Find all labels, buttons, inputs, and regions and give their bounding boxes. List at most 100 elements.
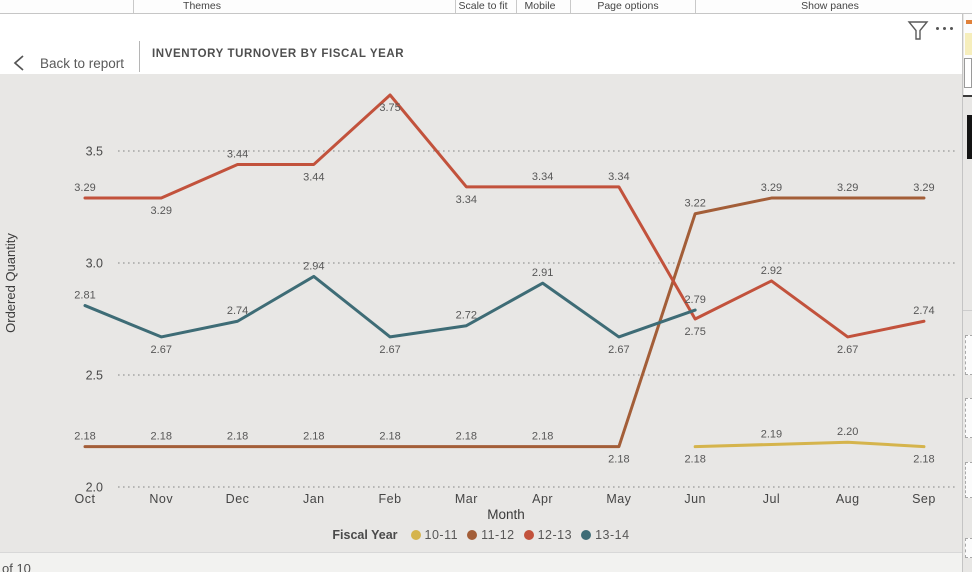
legend-item-12-13[interactable]: 12-13 — [523, 528, 573, 542]
legend-swatch-icon — [410, 530, 421, 540]
data-label: 2.18 — [379, 431, 400, 443]
header-divider — [139, 41, 140, 72]
y-axis-title: Ordered Quantity — [3, 233, 18, 333]
data-label: 3.29 — [913, 182, 934, 194]
legend-item-13-14[interactable]: 13-14 — [581, 528, 629, 542]
data-label: 2.18 — [151, 431, 172, 443]
y-tick-label: 3.5 — [86, 145, 103, 159]
menu-divider — [133, 0, 134, 13]
right-pane-edge — [962, 14, 972, 572]
legend-item-11-12[interactable]: 11-12 — [467, 528, 515, 542]
legend-label: 13-14 — [595, 528, 630, 542]
data-label: 2.74 — [227, 305, 248, 317]
scrollbar-thumb[interactable] — [967, 115, 972, 159]
x-tick-label: Jul — [763, 492, 780, 506]
data-label: 2.18 — [684, 454, 705, 466]
menu-divider — [516, 0, 517, 13]
data-label: 2.94 — [303, 260, 324, 272]
x-axis-title: Month — [487, 507, 525, 522]
pane-field-well — [965, 538, 972, 558]
more-ellipsis-icon — [950, 27, 953, 30]
menu-item-mobile[interactable]: Mobile — [524, 0, 556, 12]
data-label: 3.44 — [227, 148, 248, 160]
legend-swatch-icon — [523, 530, 534, 540]
x-tick-label: Nov — [149, 492, 173, 506]
data-label: 2.18 — [532, 431, 553, 443]
series-line-11-12[interactable] — [83, 196, 926, 449]
data-label: 2.67 — [837, 344, 858, 356]
data-label: 3.22 — [684, 198, 705, 210]
data-label: 2.67 — [379, 344, 400, 356]
legend-label: 10-11 — [424, 528, 459, 542]
page-counter: of 10 — [2, 561, 31, 572]
more-ellipsis-icon — [936, 27, 939, 30]
focus-mode-header: Back to report INVENTORY TURNOVER BY FIS… — [0, 14, 962, 74]
data-label: 2.18 — [303, 431, 324, 443]
data-label: 2.79 — [684, 294, 705, 306]
data-label: 2.18 — [74, 431, 95, 443]
data-label: 3.29 — [74, 182, 95, 194]
legend-item-10-11[interactable]: 10-11 — [410, 528, 459, 542]
data-label: 3.34 — [532, 171, 553, 183]
pane-accent-mark — [966, 20, 972, 24]
line-chart-visual[interactable]: 2.0 2.5 3.0 3.5 Oct Nov Dec Jan Feb Mar Apr May Jun J… — [0, 74, 962, 552]
data-label: 2.18 — [913, 454, 934, 466]
menu-divider — [570, 0, 571, 13]
data-label: 3.29 — [761, 182, 782, 194]
x-tick-label: Dec — [226, 492, 250, 506]
data-label: 2.18 — [227, 431, 248, 443]
data-label: 2.72 — [456, 310, 477, 322]
more-options-button[interactable] — [936, 27, 953, 30]
top-menu-bar: Themes Scale to fit Mobile Page options … — [0, 0, 972, 14]
y-tick-label: 2.0 — [86, 481, 103, 495]
x-tick-label: Apr — [532, 492, 553, 506]
x-tick-label: Feb — [379, 492, 402, 506]
menu-item-page-options[interactable]: Page options — [597, 0, 659, 12]
data-label: 2.67 — [151, 344, 172, 356]
x-tick-label: Sep — [912, 492, 936, 506]
back-to-report-label: Back to report — [40, 55, 125, 71]
x-tick-label: Jun — [684, 492, 706, 506]
data-label: 2.18 — [456, 431, 477, 443]
series-line-12-13[interactable] — [83, 93, 926, 339]
x-tick-label: Aug — [836, 492, 860, 506]
y-tick-label: 3.0 — [86, 257, 103, 271]
data-label: 2.18 — [608, 454, 629, 466]
menu-item-themes[interactable]: Themes — [183, 0, 221, 12]
page-title: INVENTORY TURNOVER BY FISCAL YEAR — [152, 48, 405, 60]
x-tick-label: Jan — [303, 492, 325, 506]
filter-button[interactable] — [906, 20, 932, 46]
menu-divider — [695, 0, 696, 13]
more-ellipsis-icon — [943, 27, 946, 30]
data-label: 2.92 — [761, 265, 782, 277]
filter-funnel-icon — [907, 21, 929, 40]
data-label: 2.67 — [608, 344, 629, 356]
chart-canvas[interactable]: 2.0 2.5 3.0 3.5 Oct Nov Dec Jan Feb Mar Apr May Jun J… — [0, 74, 962, 552]
pane-field-well — [965, 462, 972, 498]
pane-divider-dark — [963, 95, 972, 97]
legend-label: 12-13 — [537, 528, 573, 542]
pane-divider — [963, 310, 972, 311]
menu-item-show-panes[interactable]: Show panes — [801, 0, 859, 12]
series-line-10-11[interactable] — [693, 440, 926, 449]
data-label: 2.19 — [761, 428, 782, 440]
back-to-report-button[interactable]: Back to report — [12, 54, 124, 72]
data-label: 2.81 — [74, 290, 95, 302]
data-label: 2.75 — [684, 326, 705, 338]
menu-divider — [455, 0, 456, 13]
chart-legend: Fiscal Year 10-11 11-12 12-13 13-14 — [0, 528, 962, 542]
series-line-13-14[interactable] — [83, 274, 697, 339]
data-label: 3.75 — [379, 102, 400, 114]
legend-label: 11-12 — [481, 528, 515, 542]
status-bar: of 10 — [0, 552, 962, 572]
data-label: 3.29 — [837, 182, 858, 194]
menu-item-scale-to-fit[interactable]: Scale to fit — [458, 0, 508, 12]
data-label: 3.29 — [151, 205, 172, 217]
x-tick-label: Oct — [75, 492, 96, 506]
y-tick-label: 2.5 — [86, 369, 103, 383]
x-tick-label: May — [606, 492, 631, 506]
x-tick-label: Mar — [455, 492, 478, 506]
data-label: 3.44 — [303, 171, 324, 183]
legend-swatch-icon — [581, 530, 592, 540]
